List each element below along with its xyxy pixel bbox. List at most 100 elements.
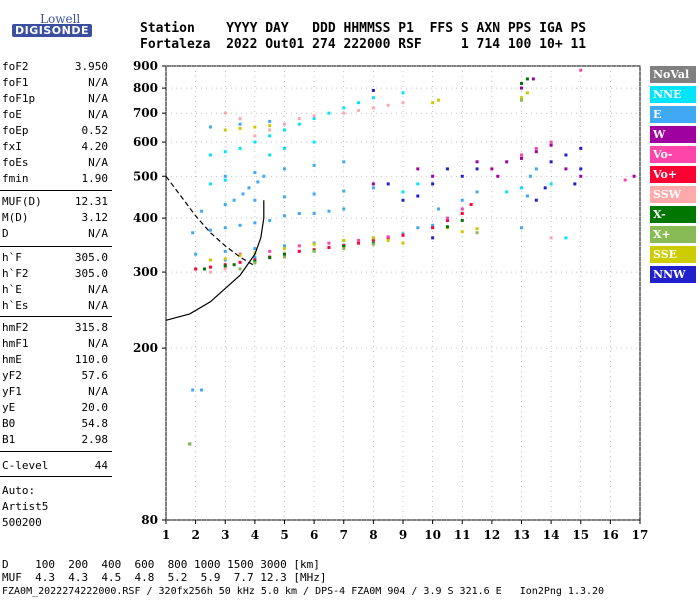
data-point bbox=[431, 101, 435, 105]
param-label: h`E bbox=[2, 283, 22, 296]
legend-item-e: E bbox=[650, 106, 696, 123]
legend-item-vo: Vo+ bbox=[650, 166, 696, 183]
data-point bbox=[460, 198, 464, 202]
x-tick-label: 8 bbox=[369, 528, 377, 542]
param-value: 4.20 bbox=[81, 140, 109, 153]
data-point bbox=[469, 203, 473, 207]
data-point bbox=[268, 134, 272, 138]
legend-item-sse: SSE bbox=[650, 246, 696, 263]
data-point bbox=[203, 267, 207, 271]
data-point bbox=[371, 236, 375, 240]
data-point bbox=[238, 122, 242, 126]
data-point bbox=[268, 249, 272, 253]
param-row-d: D N/A bbox=[2, 227, 108, 240]
data-point bbox=[525, 194, 529, 198]
data-point bbox=[549, 182, 553, 186]
data-point bbox=[223, 203, 227, 207]
param-label: D bbox=[2, 227, 9, 240]
data-point bbox=[223, 249, 227, 253]
data-point bbox=[238, 223, 242, 227]
param-row-yf1: yF1 N/A bbox=[2, 385, 108, 398]
legend-item-x: X+ bbox=[650, 226, 696, 243]
legend-item-ssw: SSW bbox=[650, 186, 696, 203]
data-point bbox=[194, 252, 198, 256]
x-tick-label: 1 bbox=[162, 528, 170, 542]
data-point bbox=[223, 111, 227, 115]
param-row-fof1: foF1 N/A bbox=[2, 76, 108, 89]
param-value: 0.52 bbox=[81, 124, 109, 137]
param-value: 305.0 bbox=[74, 251, 108, 264]
data-point bbox=[371, 182, 375, 186]
data-point bbox=[223, 150, 227, 154]
data-point bbox=[549, 140, 553, 144]
header-row-labels: Station YYYY DAY DDD HHMMSS P1 FFS S AXN… bbox=[140, 21, 587, 36]
legend-item-vo: Vo- bbox=[650, 146, 696, 163]
data-point bbox=[223, 264, 227, 268]
data-point bbox=[543, 186, 547, 190]
data-point bbox=[549, 160, 553, 164]
data-point bbox=[401, 241, 405, 245]
auto-scaler-version: 500200 bbox=[2, 516, 42, 529]
data-point bbox=[534, 198, 538, 202]
data-point bbox=[490, 167, 494, 171]
data-point bbox=[297, 211, 301, 215]
param-row-hme: hmE 110.0 bbox=[2, 353, 108, 366]
divider bbox=[0, 476, 112, 477]
data-point bbox=[253, 134, 257, 138]
data-point bbox=[460, 207, 464, 211]
data-point bbox=[283, 252, 286, 256]
param-label: hmE bbox=[2, 353, 22, 366]
data-point bbox=[579, 68, 583, 72]
data-point bbox=[191, 231, 195, 235]
data-point bbox=[416, 194, 420, 198]
data-point bbox=[327, 111, 331, 115]
data-point bbox=[238, 146, 242, 150]
y-tick-label: 700 bbox=[133, 106, 158, 120]
data-point bbox=[386, 238, 390, 242]
param-row-hmf1: hmF1 N/A bbox=[2, 337, 108, 350]
x-tick-label: 2 bbox=[191, 528, 199, 542]
data-point bbox=[297, 122, 301, 126]
param-row-hf: h`F 305.0 bbox=[2, 251, 108, 264]
data-point bbox=[208, 270, 212, 274]
data-point bbox=[357, 101, 361, 105]
data-point bbox=[253, 221, 257, 225]
data-point bbox=[357, 241, 361, 245]
data-point bbox=[445, 216, 449, 220]
data-point bbox=[460, 218, 464, 222]
param-row-foes: foEs N/A bbox=[2, 156, 108, 169]
param-label: h`Es bbox=[2, 299, 29, 312]
data-point bbox=[223, 257, 227, 261]
data-point bbox=[268, 128, 272, 132]
data-point bbox=[401, 198, 405, 202]
data-point bbox=[238, 253, 242, 257]
y-tick-label: 600 bbox=[133, 135, 158, 149]
param-row-b1: B1 2.98 bbox=[2, 433, 108, 446]
data-point bbox=[431, 182, 435, 186]
data-point bbox=[297, 117, 301, 121]
x-tick-label: 16 bbox=[602, 528, 619, 542]
data-point bbox=[191, 388, 195, 392]
data-point bbox=[401, 232, 405, 236]
data-point bbox=[549, 143, 553, 147]
logo-digisonde: DIGISONDE bbox=[12, 24, 92, 37]
legend-item-nnw: NNW bbox=[650, 266, 696, 283]
x-tick-label: 11 bbox=[454, 528, 471, 542]
data-point bbox=[253, 171, 257, 175]
data-point bbox=[253, 259, 257, 263]
param-value: N/A bbox=[88, 108, 108, 121]
divider bbox=[0, 316, 112, 317]
y-tick-label: 200 bbox=[133, 341, 158, 355]
param-row-hmf2: hmF2 315.8 bbox=[2, 321, 108, 334]
x-tick-label: 6 bbox=[310, 528, 318, 542]
x-tick-label: 4 bbox=[251, 528, 259, 542]
param-label: yE bbox=[2, 401, 16, 414]
data-point bbox=[223, 174, 227, 178]
param-value: 3.950 bbox=[74, 60, 108, 73]
data-point bbox=[283, 255, 286, 259]
divider bbox=[0, 451, 112, 452]
data-point bbox=[297, 249, 301, 253]
x-tick-label: 5 bbox=[280, 528, 288, 542]
data-point bbox=[573, 182, 577, 186]
param-row-hf2: h`F2 305.0 bbox=[2, 267, 108, 280]
